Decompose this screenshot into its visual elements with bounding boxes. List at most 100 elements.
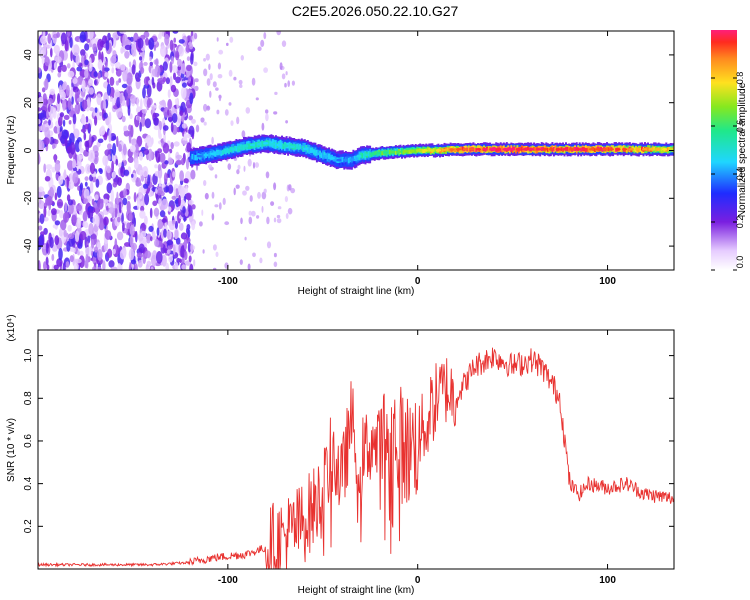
noise-blob bbox=[53, 264, 59, 270]
noise-blob bbox=[45, 242, 49, 254]
noise-blob bbox=[183, 250, 188, 261]
noise-blob bbox=[72, 113, 77, 125]
noise-blob bbox=[138, 187, 143, 200]
noise-blob bbox=[143, 31, 150, 38]
colorbar-tick-label: 0.0 bbox=[735, 256, 745, 269]
ridge-peak bbox=[336, 158, 342, 162]
spectrogram-image bbox=[38, 31, 674, 270]
ridge-cell bbox=[308, 147, 311, 154]
ridge-cell bbox=[215, 149, 218, 156]
noise-blob bbox=[68, 120, 72, 125]
noise-blob bbox=[72, 172, 79, 184]
noise-blob bbox=[54, 235, 60, 246]
y-tick-label: 0.2 bbox=[23, 519, 34, 533]
noise-blob bbox=[202, 249, 205, 254]
noise-blob bbox=[287, 207, 293, 215]
noise-blob bbox=[161, 198, 169, 210]
noise-blob bbox=[281, 73, 286, 80]
noise-blob bbox=[102, 155, 109, 166]
colorbar-label: Normalized spectral amplitude bbox=[737, 82, 748, 217]
noise-blob bbox=[159, 152, 166, 163]
noise-blob bbox=[242, 190, 247, 196]
noise-blob bbox=[95, 206, 100, 215]
noise-blob bbox=[159, 210, 166, 218]
noise-blob bbox=[111, 171, 117, 179]
noise-blob bbox=[247, 263, 251, 270]
noise-blob bbox=[99, 168, 103, 175]
noise-blob bbox=[102, 260, 106, 270]
noise-blob bbox=[38, 225, 43, 231]
ridge-peak bbox=[409, 149, 415, 153]
ridge-peak bbox=[396, 150, 402, 153]
noise-blob bbox=[290, 187, 296, 194]
noise-blob bbox=[43, 137, 50, 145]
ridge-cell bbox=[627, 147, 630, 152]
ridge-peak bbox=[502, 148, 508, 151]
noise-blob bbox=[161, 183, 166, 188]
noise-blob bbox=[155, 150, 161, 163]
noise-blob bbox=[136, 96, 139, 108]
noise-blob bbox=[255, 97, 259, 101]
spectrogram-xlabel: Height of straight line (km) bbox=[298, 286, 415, 297]
noise-blob bbox=[229, 36, 234, 43]
noise-blob bbox=[230, 120, 234, 126]
ridge-cell bbox=[341, 156, 344, 163]
ridge-cell bbox=[414, 149, 417, 154]
noise-blob bbox=[103, 209, 108, 215]
noise-blob bbox=[88, 133, 92, 146]
noise-blob bbox=[120, 47, 124, 54]
noise-blob bbox=[156, 251, 163, 264]
ridge-cell bbox=[353, 155, 356, 162]
noise-blob bbox=[91, 38, 97, 46]
noise-blob bbox=[182, 206, 186, 214]
ridge-cell bbox=[356, 154, 359, 161]
noise-blob bbox=[194, 78, 199, 83]
snr-frame bbox=[37, 329, 675, 570]
noise-blob bbox=[97, 249, 103, 261]
noise-blob bbox=[121, 83, 128, 89]
noise-blob bbox=[129, 36, 135, 42]
noise-blob bbox=[174, 261, 179, 270]
ridge-cell bbox=[288, 143, 291, 149]
noise-blob bbox=[161, 254, 167, 267]
noise-blob bbox=[150, 266, 154, 270]
ridge-peak bbox=[622, 148, 628, 151]
noise-blob bbox=[52, 107, 57, 119]
noise-blob bbox=[185, 185, 188, 195]
noise-blob bbox=[102, 198, 109, 204]
noise-blob bbox=[112, 50, 117, 59]
noise-blob bbox=[178, 45, 185, 57]
noise-blob bbox=[261, 191, 267, 200]
noise-blob bbox=[103, 216, 109, 226]
noise-blob bbox=[164, 33, 170, 46]
noise-blob bbox=[58, 175, 64, 185]
noise-blob bbox=[252, 252, 256, 258]
noise-blob bbox=[62, 211, 70, 223]
noise-blob bbox=[97, 38, 104, 51]
noise-blob bbox=[152, 230, 156, 241]
noise-blob bbox=[131, 64, 136, 75]
noise-blob bbox=[38, 186, 45, 193]
noise-blob bbox=[74, 230, 80, 243]
noise-blob bbox=[144, 118, 152, 129]
noise-blob bbox=[129, 224, 135, 236]
ridge-cell bbox=[196, 154, 198, 161]
ridge-peak bbox=[376, 151, 382, 155]
noise-blob bbox=[75, 54, 80, 66]
ridge-cell bbox=[600, 147, 602, 151]
ridge-peak bbox=[582, 148, 588, 151]
noise-blob bbox=[38, 96, 44, 108]
noise-blob bbox=[172, 65, 178, 73]
noise-blob bbox=[112, 181, 118, 188]
noise-blob bbox=[68, 233, 75, 240]
ridge-peak bbox=[316, 152, 322, 156]
noise-blob bbox=[143, 76, 150, 86]
noise-blob bbox=[72, 247, 76, 253]
noise-blob bbox=[70, 142, 76, 155]
noise-blob bbox=[54, 220, 61, 226]
noise-blob bbox=[287, 80, 291, 87]
noise-blob bbox=[238, 79, 243, 85]
ridge-cell bbox=[467, 147, 470, 152]
noise-blob bbox=[159, 120, 163, 131]
noise-blob bbox=[126, 222, 131, 230]
